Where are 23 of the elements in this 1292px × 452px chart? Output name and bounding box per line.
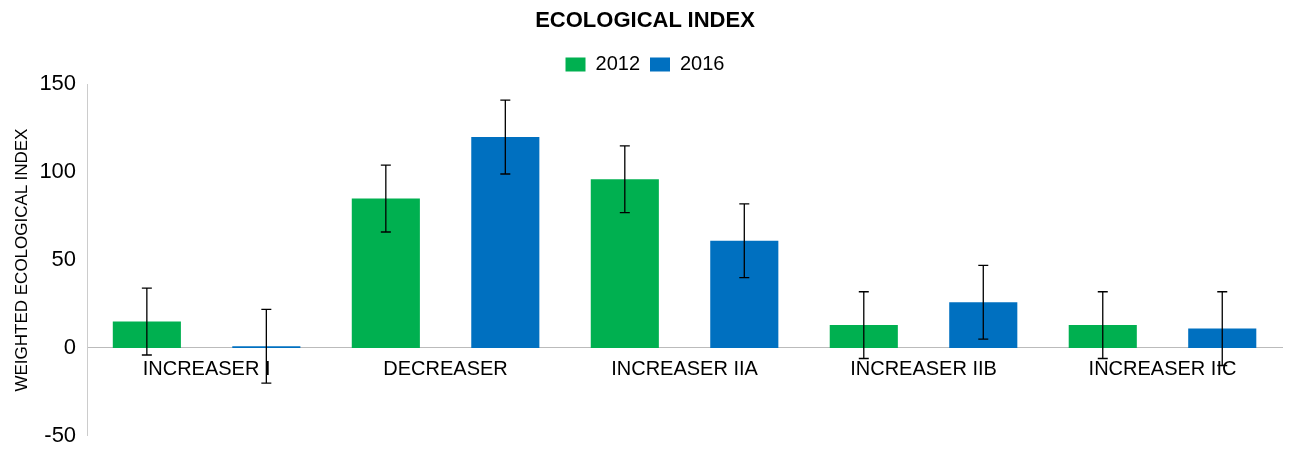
bar xyxy=(829,325,898,348)
bar xyxy=(949,302,1018,348)
chart-title: ECOLOGICAL INDEX xyxy=(535,7,756,33)
bar xyxy=(1068,325,1137,348)
x-tick-label: DECREASER xyxy=(383,357,508,380)
y-tick-label: 0 xyxy=(63,334,77,360)
bar xyxy=(710,240,779,348)
bar xyxy=(351,198,420,348)
bar xyxy=(471,137,540,348)
y-tick-label: -50 xyxy=(44,421,77,447)
y-tick-label: 50 xyxy=(51,246,77,272)
bar xyxy=(112,321,181,348)
y-axis-title: WEIGHTED ECOLOGICAL INDEX xyxy=(11,128,31,392)
y-tick-label: 150 xyxy=(39,70,77,96)
x-tick-label: INCREASER IIA xyxy=(611,357,759,380)
x-tick-label: INCREASER IIC xyxy=(1088,357,1237,380)
legend-label: 2016 xyxy=(680,51,725,74)
bar xyxy=(1188,328,1257,348)
x-tick-label: INCREASER I xyxy=(142,357,271,380)
bar xyxy=(590,179,659,348)
x-tick-label: INCREASER IIB xyxy=(850,357,997,380)
y-tick-label: 100 xyxy=(39,158,77,184)
legend-label: 2012 xyxy=(595,51,641,74)
